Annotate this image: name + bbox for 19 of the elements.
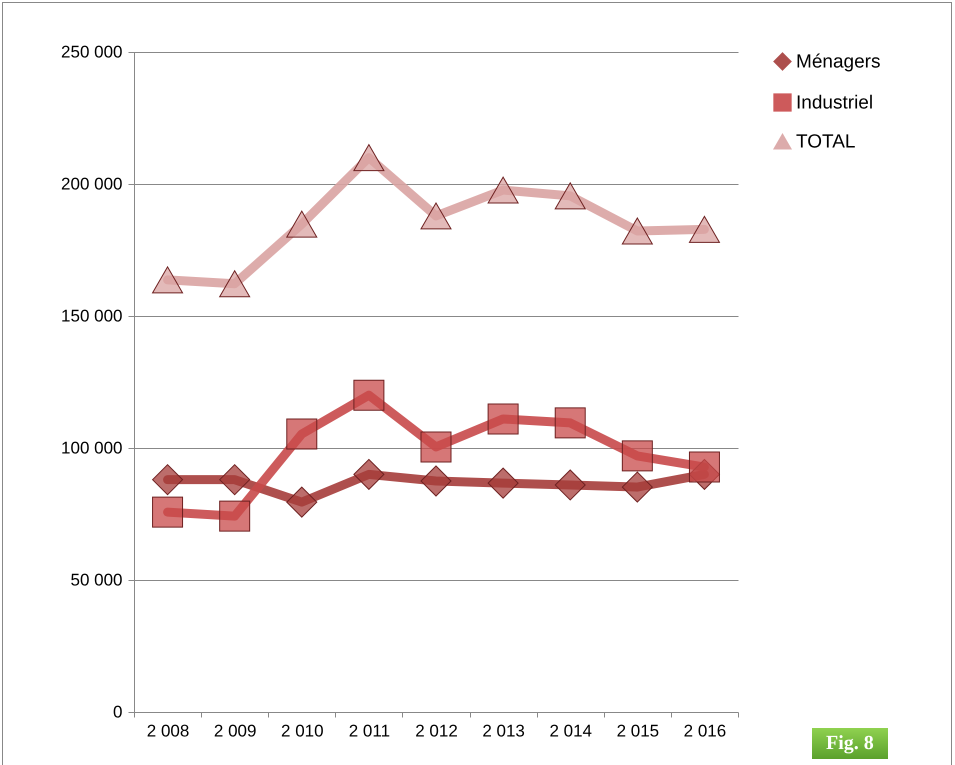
x-tick-label: 2 014 — [549, 722, 592, 740]
y-tick-label: 100 000 — [61, 438, 122, 458]
x-tick-label: 2 012 — [415, 722, 458, 740]
x-tick-label: 2 011 — [348, 722, 390, 740]
y-tick-label: 0 — [113, 702, 122, 722]
caption: Fig. 8 — [812, 728, 888, 759]
y-tick-label: 200 000 — [61, 174, 122, 194]
x-tick-label: 2 008 — [146, 722, 190, 740]
y-tick-label: 250 000 — [61, 42, 122, 62]
x-tick-label: 2 010 — [281, 722, 324, 740]
y-tick-label: 150 000 — [61, 306, 122, 326]
x-tick-label: 2 013 — [482, 722, 525, 740]
legend-label: TOTAL — [796, 132, 856, 152]
y-tick-label: 50 000 — [70, 570, 122, 590]
legend-label: Industriel — [796, 92, 874, 114]
legend-label: Ménagers — [796, 52, 880, 72]
x-tick-label: 2 016 — [684, 722, 726, 740]
x-tick-label: 2 015 — [616, 722, 660, 740]
x-tick-label: 2 009 — [214, 722, 256, 740]
